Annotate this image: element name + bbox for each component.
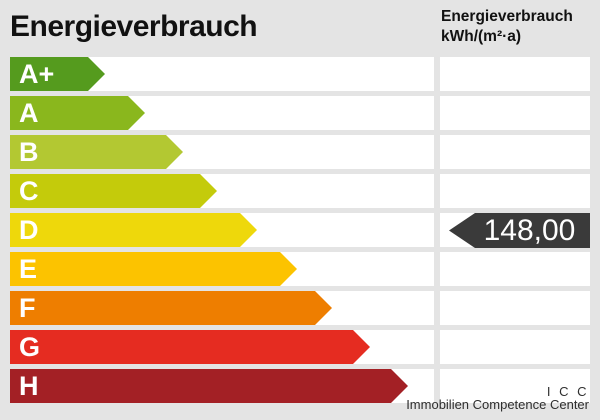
class-arrow-d: D [10,213,257,247]
unit-header: Energieverbrauch kWh/(m²·a) [441,7,573,47]
value-column-cell-h [440,369,590,403]
unit-header-line2: kWh/(m²·a) [441,28,522,45]
class-arrow-b: B [10,135,183,169]
scale-row-d: D [10,213,434,247]
class-letter-f: F [19,293,36,323]
class-letter-c: C [19,176,39,206]
class-arrow-e: E [10,252,297,286]
class-letter-b: B [19,137,39,167]
value-text: 148,00 [483,213,576,247]
brand-footer: I C C Immobilien Competence Center [406,384,589,412]
brand-name: I C C [546,384,589,399]
scale-row-b: B [10,135,434,169]
class-arrow-aplus: A+ [10,57,105,91]
scale-row-g: G [10,330,434,364]
class-arrow-h: H [10,369,408,403]
value-column-cell-g [440,330,590,364]
scale-row-h: H [10,369,434,403]
class-letter-e: E [19,254,38,284]
unit-header-line1: Energieverbrauch [441,8,573,25]
class-letter-g: G [19,332,41,362]
class-letter-aplus: A+ [19,59,55,89]
scale-row-e: E [10,252,434,286]
scale-row-a: A [10,96,434,130]
class-letter-h: H [19,371,39,401]
scale-row-f: F [10,291,434,325]
class-arrow-g: G [10,330,370,364]
class-arrow-c: C [10,174,217,208]
value-column-cell-f [440,291,590,325]
brand-subtitle: Immobilien Competence Center [406,397,589,412]
value-column-cell-c [440,174,590,208]
value-marker-arrow: 148,00 [449,213,590,248]
scale-row-c: C [10,174,434,208]
class-letter-d: D [19,215,39,245]
value-column-cell-a [440,96,590,130]
class-arrow-a: A [10,96,145,130]
scale-row-aplus: A+ [10,57,434,91]
value-column-cell-e [440,252,590,286]
class-letter-a: A [19,98,39,128]
value-column-cell-aplus [440,57,590,91]
value-column-cell-b [440,135,590,169]
class-arrow-f: F [10,291,332,325]
page-title: Energieverbrauch [10,10,258,43]
